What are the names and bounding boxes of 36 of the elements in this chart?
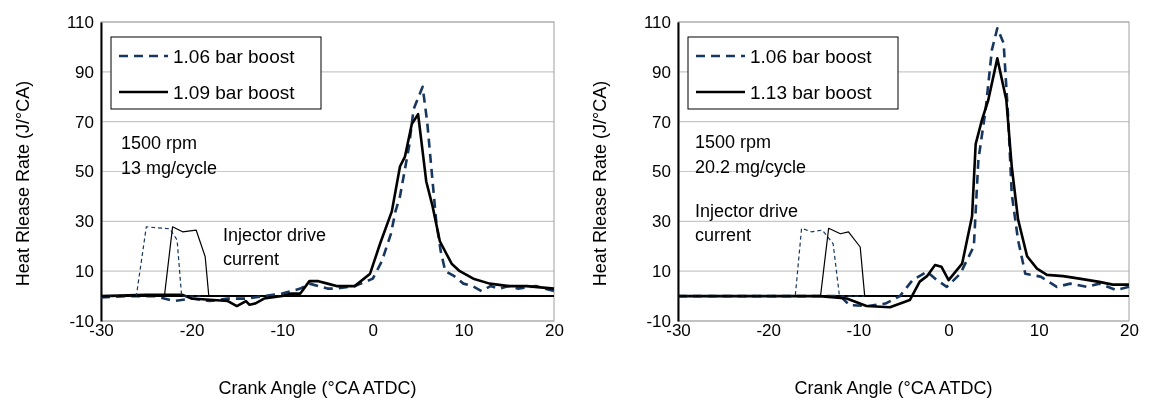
- x-axis-title: Crank Angle (°CA ATDC): [218, 378, 417, 398]
- x-tick-label: 20: [1120, 321, 1139, 340]
- x-tick-label: 20: [545, 321, 564, 340]
- annotation: 13 mg/cycle: [121, 158, 218, 178]
- y-axis-title: Heat Rlease Rate (J/°CA): [13, 80, 33, 287]
- x-tick-label: -10: [270, 321, 295, 340]
- x-tick-label: 10: [1029, 321, 1049, 340]
- legend-label: 1.09 bar boost: [173, 82, 296, 103]
- y-tick-label: 50: [75, 162, 94, 182]
- y-tick-label: 30: [75, 212, 94, 232]
- y-tick-label: 110: [66, 12, 94, 32]
- y-tick-label: 10: [652, 262, 671, 282]
- x-tick-label: -10: [846, 321, 872, 340]
- y-tick-label: 110: [643, 12, 671, 32]
- y-tick-label: 10: [75, 262, 94, 282]
- x-tick-label: -20: [756, 321, 781, 340]
- y-tick-label: 90: [652, 62, 671, 82]
- x-tick-label: 0: [368, 321, 379, 340]
- legend-label: 1.06 bar boost: [173, 46, 296, 67]
- x-tick-label: -20: [179, 321, 205, 340]
- legend-label: 1.06 bar boost: [750, 46, 873, 67]
- y-tick-label: 30: [652, 212, 671, 232]
- y-tick-label: 90: [75, 62, 94, 82]
- y-tick-label: 70: [75, 112, 94, 132]
- x-axis-title: Crank Angle (°CA ATDC): [794, 378, 993, 398]
- x-tick-label: 0: [944, 321, 954, 340]
- y-tick-label: 70: [652, 112, 671, 132]
- annotation: 1500 rpm: [695, 132, 772, 152]
- annotation: Injector drive current: [695, 201, 799, 245]
- x-tick-label: 10: [454, 321, 474, 340]
- annotation: Injector drive current: [223, 225, 327, 269]
- y-tick-label: 50: [652, 162, 671, 182]
- annotation: 20.2 mg/cycle: [695, 157, 807, 177]
- annotation: 1500 rpm: [121, 133, 198, 153]
- legend-label: 1.13 bar boost: [750, 82, 873, 103]
- y-axis-title: Heat Rlease Rate (J/°CA): [590, 80, 610, 287]
